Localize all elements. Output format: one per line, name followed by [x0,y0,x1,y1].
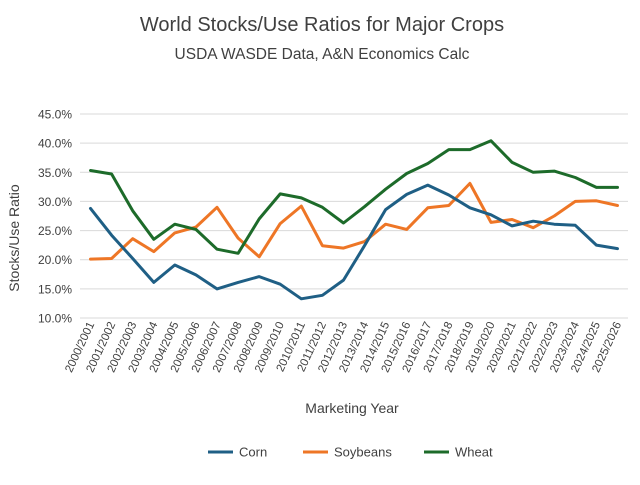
legend: Corn Soybeans Wheat [208,445,493,460]
legend-item-corn: Corn [208,445,267,460]
y-tick-label: 15.0% [38,282,72,296]
legend-label: Corn [239,445,267,460]
y-tick-label: 35.0% [38,166,72,180]
chart-title: World Stocks/Use Ratios for Major Crops [140,14,504,36]
legend-label: Soybeans [334,445,392,460]
y-tick-label: 40.0% [38,137,72,151]
series-lines [89,139,619,301]
gridlines [80,113,628,319]
y-tick-label: 10.0% [38,312,72,326]
x-axis-label: Marketing Year [305,400,399,416]
y-tick-label: 45.0% [38,108,72,122]
legend-item-wheat: Wheat [424,445,493,460]
x-tick-labels: 2000/20012001/20022002/20032003/20042004… [63,320,624,375]
y-tick-label: 25.0% [38,224,72,238]
legend-item-soybeans: Soybeans [303,445,392,460]
series-line-wheat [89,139,619,255]
series-line-corn [89,183,619,301]
y-tick-label: 20.0% [38,253,72,267]
series-line-soybeans [89,181,619,261]
y-tick-labels: 10.0% 15.0% 20.0% 25.0% 30.0% 35.0% 40.0% 45.0% [38,108,72,326]
chart-subtitle: USDA WASDE Data, A&N Economics Calc [175,46,470,63]
legend-label: Wheat [455,445,493,460]
y-axis-label: Stocks/Use Ratio [6,184,22,292]
y-tick-label: 30.0% [38,195,72,209]
